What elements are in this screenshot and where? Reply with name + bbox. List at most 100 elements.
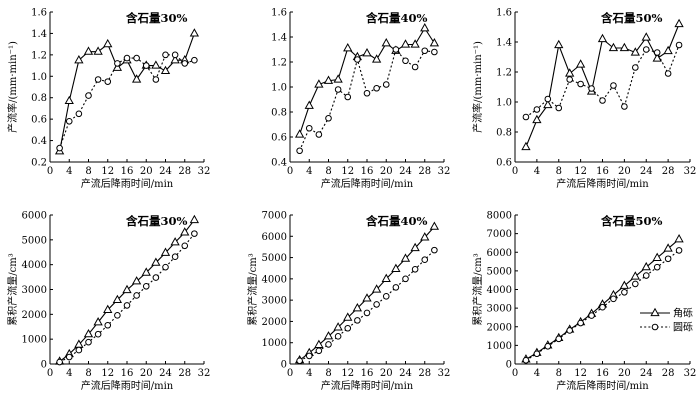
series-yuanli (56, 51, 198, 152)
triangle-marker (170, 237, 180, 246)
circle-marker (305, 352, 313, 360)
triangle-marker (74, 54, 84, 64)
circle-marker (544, 95, 552, 103)
circle-marker (171, 51, 179, 59)
x-tick-label: 24 (640, 368, 653, 379)
x-tick-label: 28 (418, 368, 431, 379)
series-line (525, 44, 680, 118)
y-tick-label: 0.6 (271, 133, 287, 144)
triangle-marker (371, 54, 382, 63)
circle-marker (325, 114, 332, 122)
y-axis-label: 产流率/(mm·min⁻¹) (6, 41, 19, 133)
circle-marker (133, 292, 140, 299)
y-tick-label: 5000 (22, 235, 47, 246)
circle-marker (315, 347, 323, 355)
triangle-marker (93, 317, 103, 326)
triangle-marker (532, 114, 542, 124)
panel-title: 含石量50% (600, 11, 663, 25)
y-tick-label: 0.8 (31, 93, 47, 104)
y-tick-label: 0 (281, 360, 287, 371)
y-tick-label: 1.0 (271, 83, 287, 94)
triangle-marker (362, 293, 372, 302)
circle-marker (621, 288, 628, 296)
y-tick-label: 1.2 (496, 68, 512, 79)
y-axis-label: 累积产流量/cm³ (246, 253, 259, 325)
circle-marker (94, 330, 102, 338)
circle-marker (664, 70, 672, 77)
circle-marker (382, 293, 390, 300)
x-tick-label: 28 (178, 166, 191, 177)
x-tick-label: 8 (85, 166, 91, 177)
circle-marker (123, 302, 131, 309)
circle-marker (334, 333, 342, 340)
y-tick-label: 1.2 (271, 58, 287, 69)
circle-marker (123, 54, 131, 62)
y-tick-label: 5000 (262, 253, 287, 264)
x-tick-label: 32 (438, 368, 451, 379)
x-tick-label: 32 (198, 368, 211, 379)
triangle-marker (410, 39, 420, 48)
triangle-marker (371, 284, 382, 293)
x-tick-label: 8 (325, 166, 331, 177)
x-tick-label: 28 (662, 166, 675, 177)
triangle-marker (352, 303, 363, 312)
x-tick-label: 20 (618, 368, 631, 379)
circle-marker (373, 301, 380, 308)
x-tick-label: 12 (341, 368, 354, 379)
circle-marker (392, 46, 400, 53)
triangle-marker (304, 100, 314, 109)
circle-marker (334, 86, 342, 93)
triangle-marker (650, 307, 660, 317)
triangle-marker (362, 48, 372, 57)
y-tick-label: 0 (506, 360, 512, 371)
y-tick-label: 1000 (22, 335, 47, 346)
x-tick-label: 28 (178, 368, 191, 379)
x-tick-label: 8 (85, 368, 91, 379)
panel-title: 含石量50% (600, 214, 663, 228)
circle-marker (305, 124, 313, 132)
circle-marker (373, 84, 380, 92)
series-yuanli (296, 246, 438, 365)
y-axis-label: 累积产流量/cm³ (471, 253, 484, 325)
circle-marker (411, 265, 419, 273)
y-tick-label: 6000 (262, 232, 287, 243)
y-tick-label: 1000 (262, 338, 287, 349)
x-tick-label: 16 (596, 166, 609, 177)
x-tick-label: 24 (399, 368, 412, 379)
x-tick-label: 0 (47, 166, 53, 177)
circle-marker (104, 78, 112, 85)
circle-marker (104, 321, 112, 329)
circle-marker (632, 64, 639, 71)
legend-label: 圆砾 (673, 321, 693, 334)
circle-marker (577, 80, 584, 88)
triangle-marker (343, 312, 353, 321)
circle-marker (431, 246, 438, 254)
y-tick-label: 1.4 (271, 33, 287, 44)
circle-marker (642, 272, 650, 279)
circle-marker (181, 242, 189, 250)
triangle-marker (641, 261, 651, 271)
series-line (59, 54, 195, 149)
x-tick-label: 4 (306, 368, 312, 379)
y-tick-label: 2000 (487, 322, 512, 333)
x-tick-label: 28 (662, 368, 675, 379)
x-tick-label: 20 (618, 166, 631, 177)
triangle-marker (323, 331, 334, 340)
y-tick-label: 2000 (22, 310, 47, 321)
series-yuanli (56, 230, 198, 366)
triangle-marker (565, 68, 575, 77)
triangle-marker (652, 252, 662, 261)
triangle-marker (314, 339, 324, 348)
circle-marker (152, 76, 160, 83)
x-tick-label: 0 (512, 368, 518, 379)
circle-marker (191, 56, 198, 64)
triangle-marker (381, 273, 391, 282)
y-tick-label: 7000 (487, 229, 512, 240)
series-line (525, 23, 680, 148)
x-tick-label: 8 (325, 368, 331, 379)
circle-marker (296, 357, 303, 365)
x-tick-label: 4 (306, 166, 312, 177)
circle-marker (411, 63, 419, 71)
circle-marker (544, 343, 552, 350)
